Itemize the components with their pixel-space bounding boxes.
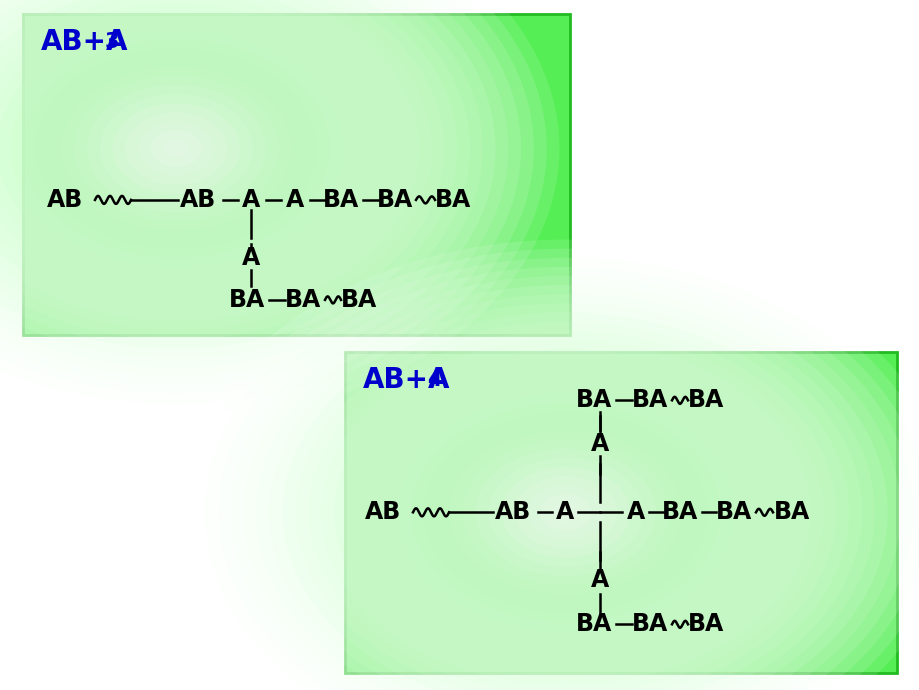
Ellipse shape [552, 503, 578, 522]
Ellipse shape [164, 139, 188, 157]
Text: BA: BA [575, 612, 611, 636]
Ellipse shape [112, 103, 240, 194]
Ellipse shape [514, 476, 617, 549]
Text: AB+A: AB+A [41, 28, 129, 56]
Ellipse shape [527, 485, 604, 540]
Ellipse shape [539, 494, 591, 531]
Text: A: A [626, 500, 644, 524]
Ellipse shape [86, 85, 266, 213]
Ellipse shape [138, 121, 214, 176]
Ellipse shape [0, 0, 431, 331]
Ellipse shape [0, 0, 520, 394]
Ellipse shape [10, 30, 342, 267]
Ellipse shape [308, 331, 823, 690]
Ellipse shape [23, 39, 329, 257]
Ellipse shape [0, 0, 508, 385]
Ellipse shape [295, 322, 835, 690]
Ellipse shape [36, 48, 316, 248]
Ellipse shape [321, 339, 810, 685]
Text: BA: BA [377, 188, 413, 212]
Text: BA: BA [687, 388, 723, 413]
Text: BA: BA [773, 500, 810, 524]
Ellipse shape [424, 413, 707, 612]
Text: BA: BA [687, 612, 723, 636]
Ellipse shape [334, 348, 797, 676]
Ellipse shape [269, 303, 861, 690]
Text: A: A [242, 246, 260, 270]
Ellipse shape [244, 285, 887, 690]
Ellipse shape [125, 112, 227, 185]
Text: AB: AB [47, 188, 83, 212]
Text: AB: AB [180, 188, 216, 212]
Ellipse shape [231, 276, 900, 690]
Ellipse shape [0, 0, 418, 322]
Ellipse shape [0, 0, 457, 348]
Ellipse shape [411, 403, 720, 622]
Ellipse shape [501, 467, 630, 558]
Ellipse shape [0, 0, 444, 339]
Text: BA: BA [341, 288, 377, 312]
Text: A: A [555, 500, 573, 524]
Ellipse shape [0, 12, 368, 285]
Ellipse shape [282, 313, 848, 690]
Text: AB: AB [365, 500, 401, 524]
Text: BA: BA [631, 388, 667, 413]
Text: A: A [590, 569, 608, 592]
Ellipse shape [0, 0, 533, 403]
Ellipse shape [205, 258, 919, 690]
Text: BA: BA [631, 612, 667, 636]
Ellipse shape [0, 0, 406, 312]
Text: BA: BA [661, 500, 698, 524]
Ellipse shape [359, 367, 771, 658]
Ellipse shape [62, 67, 291, 230]
Text: A: A [286, 188, 304, 212]
Text: BA: BA [323, 188, 358, 212]
Ellipse shape [0, 0, 393, 303]
Ellipse shape [346, 358, 784, 667]
Ellipse shape [437, 422, 694, 603]
Ellipse shape [49, 58, 303, 239]
Ellipse shape [0, 0, 495, 376]
Text: BA: BA [575, 388, 611, 413]
Ellipse shape [0, 0, 546, 412]
Ellipse shape [179, 239, 919, 690]
Ellipse shape [151, 130, 201, 167]
Ellipse shape [99, 94, 253, 203]
Text: BA: BA [715, 500, 752, 524]
Ellipse shape [0, 0, 559, 422]
Ellipse shape [372, 376, 758, 649]
Ellipse shape [462, 440, 668, 585]
Text: A: A [590, 433, 608, 456]
Text: A: A [242, 188, 260, 212]
Ellipse shape [0, 21, 355, 276]
Text: AB: AB [494, 500, 530, 524]
Ellipse shape [256, 294, 874, 690]
Ellipse shape [0, 0, 470, 357]
Text: AB+A: AB+A [363, 366, 450, 394]
Text: BA: BA [285, 288, 321, 312]
Ellipse shape [449, 431, 681, 594]
Bar [23, 14, 570, 335]
Ellipse shape [74, 76, 278, 221]
Text: BA: BA [435, 188, 471, 212]
Ellipse shape [475, 448, 655, 576]
Ellipse shape [192, 248, 919, 690]
Bar [345, 352, 896, 673]
Text: BA: BA [229, 288, 265, 312]
Text: 4: 4 [426, 370, 441, 390]
Ellipse shape [0, 0, 482, 367]
Ellipse shape [398, 394, 732, 631]
Ellipse shape [385, 385, 745, 640]
Ellipse shape [218, 267, 913, 690]
Text: 3: 3 [105, 32, 119, 52]
Ellipse shape [0, 3, 380, 294]
Ellipse shape [488, 457, 642, 567]
